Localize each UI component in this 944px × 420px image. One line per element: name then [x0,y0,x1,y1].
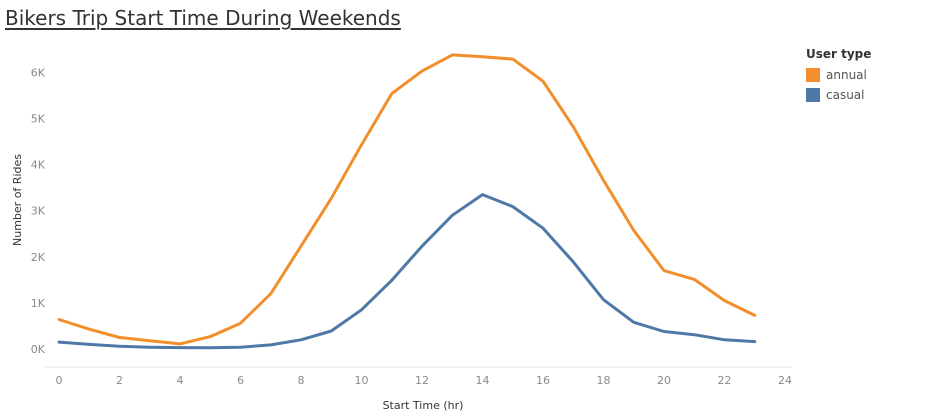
x-tick-label: 20 [657,374,671,387]
x-tick-label: 18 [597,374,611,387]
x-tick-label: 4 [177,374,184,387]
legend-label-casual: casual [826,88,865,102]
chart-title: Bikers Trip Start Time During Weekends [5,6,401,30]
series-lines [57,53,757,350]
x-tick-label: 2 [116,374,123,387]
legend-swatch-casual [806,88,820,102]
y-axis-label: Number of Rides [11,154,24,246]
x-tick-label: 14 [476,374,490,387]
y-tick-label: 3K [31,205,46,218]
x-tick-label: 16 [536,374,550,387]
series-line-casual[interactable] [57,193,757,350]
legend-item-casual[interactable]: casual [806,85,871,105]
legend: User type annual casual [806,47,871,105]
legend-label-annual: annual [826,68,867,82]
legend-item-annual[interactable]: annual [806,65,871,85]
x-tick-label: 22 [718,374,732,387]
y-tick-label: 0K [31,343,46,356]
x-tick-label: 10 [355,374,369,387]
x-axis-label: Start Time (hr) [383,399,464,412]
x-axis-ticks: 0 2 4 6 8 10 12 14 16 18 20 22 24 [56,374,793,387]
y-axis-ticks: 0K 1K 2K 3K 4K 5K 6K [31,66,46,356]
series-line-annual[interactable] [57,53,757,346]
legend-swatch-annual [806,68,820,82]
y-tick-label: 5K [31,113,46,126]
x-tick-label: 0 [56,374,63,387]
x-tick-label: 8 [298,374,305,387]
y-tick-label: 4K [31,159,46,172]
x-tick-label: 12 [415,374,429,387]
legend-title: User type [806,47,872,61]
y-tick-label: 2K [31,251,46,264]
y-tick-label: 6K [31,66,46,79]
y-tick-label: 1K [31,297,46,310]
x-tick-label: 6 [237,374,244,387]
x-tick-label: 24 [778,374,792,387]
